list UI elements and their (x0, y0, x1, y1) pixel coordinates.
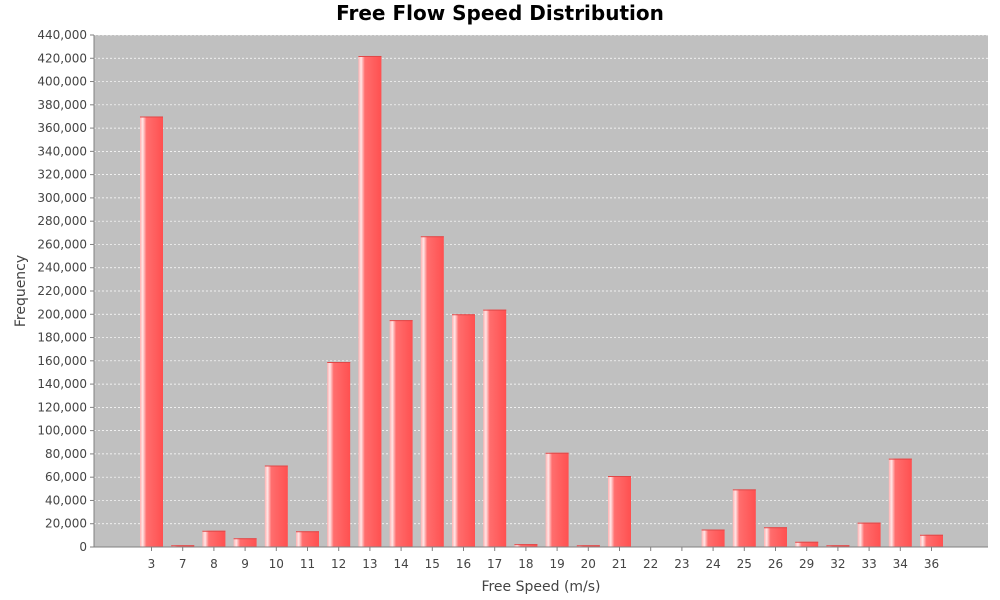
y-tick-label: 140,000 (37, 377, 87, 391)
x-tick-label: 22 (643, 557, 658, 571)
y-tick-label: 400,000 (37, 75, 87, 89)
x-tick-label: 20 (581, 557, 596, 571)
gridlines (94, 34, 988, 525)
y-tick-label: 100,000 (37, 424, 87, 438)
y-tick-label: 280,000 (37, 214, 87, 228)
bar-33 (857, 522, 881, 547)
x-tick-label: 17 (487, 557, 502, 571)
x-ticks: 3 7 8 9 10 11 12 13 14 15 16 17 18 19 20 21 22 23 24 25 26 29… (148, 547, 939, 571)
y-tick-label: 420,000 (37, 51, 87, 65)
y-tick-label: 120,000 (37, 400, 87, 414)
x-tick-label: 15 (425, 557, 440, 571)
bar-25 (732, 489, 756, 547)
y-tick-label: 300,000 (37, 191, 87, 205)
y-tick-label: 360,000 (37, 121, 87, 135)
y-tick-label: 160,000 (37, 354, 87, 368)
plot-area (94, 35, 988, 547)
bar-13 (358, 55, 382, 547)
chart-title: Free Flow Speed Distribution (336, 1, 664, 25)
x-tick-label: 3 (148, 557, 156, 571)
x-tick-label: 26 (768, 557, 783, 571)
y-axis-label: Frequency (13, 255, 29, 327)
y-tick-label: 340,000 (37, 144, 87, 158)
bar-24 (701, 529, 725, 547)
y-tick-label: 440,000 (37, 28, 87, 42)
y-tick-label: 380,000 (37, 98, 87, 112)
bar-18 (514, 544, 538, 547)
x-tick-label: 7 (179, 557, 187, 571)
bar-14 (389, 320, 413, 547)
y-tick-label: 200,000 (37, 307, 87, 321)
bar-10 (264, 465, 288, 547)
bar-17 (483, 309, 507, 547)
x-tick-label: 8 (210, 557, 218, 571)
bar-36 (920, 534, 943, 547)
x-tick-label: 16 (456, 557, 471, 571)
x-tick-label: 11 (300, 557, 315, 571)
x-axis-label: Free Speed (m/s) (481, 579, 600, 595)
y-tick-label: 240,000 (37, 261, 87, 275)
y-tick-label: 40,000 (45, 493, 87, 507)
x-tick-label: 25 (737, 557, 752, 571)
y-tick-label: 220,000 (37, 284, 87, 298)
bar-8 (202, 530, 226, 547)
bar-21 (608, 476, 631, 547)
bar-26 (764, 527, 787, 547)
y-tick-label: 80,000 (45, 447, 87, 461)
x-tick-label: 14 (393, 557, 408, 571)
bar-12 (327, 361, 351, 547)
y-tick-label: 0 (79, 540, 87, 554)
x-tick-label: 10 (269, 557, 284, 571)
x-tick-label: 29 (799, 557, 814, 571)
bar-3 (140, 116, 163, 548)
x-tick-label: 21 (612, 557, 627, 571)
bar-16 (452, 314, 475, 547)
y-tick-label: 180,000 (37, 331, 87, 345)
x-tick-label: 13 (362, 557, 377, 571)
x-tick-label: 36 (924, 557, 939, 571)
bar-29 (795, 541, 819, 547)
x-tick-label: 9 (241, 557, 249, 571)
bar-11 (296, 531, 319, 547)
bar-15 (420, 236, 444, 548)
y-tick-label: 260,000 (37, 237, 87, 251)
y-tick-label: 20,000 (45, 517, 87, 531)
bar-34 (888, 458, 912, 547)
y-tick-label: 320,000 (37, 168, 87, 182)
x-tick-label: 23 (674, 557, 689, 571)
y-tick-label: 60,000 (45, 470, 87, 484)
x-tick-label: 12 (331, 557, 346, 571)
bar-9 (233, 538, 257, 547)
x-tick-label: 24 (705, 557, 720, 571)
y-ticks: 0 20,000 40,000 60,000 80,000 100,000 120,000 1… (37, 28, 94, 554)
x-tick-label: 19 (549, 557, 564, 571)
bar-19 (545, 452, 569, 547)
x-tick-label: 34 (893, 557, 908, 571)
x-tick-label: 33 (861, 557, 876, 571)
x-tick-label: 18 (518, 557, 533, 571)
x-tick-label: 32 (830, 557, 845, 571)
bars (140, 55, 943, 548)
